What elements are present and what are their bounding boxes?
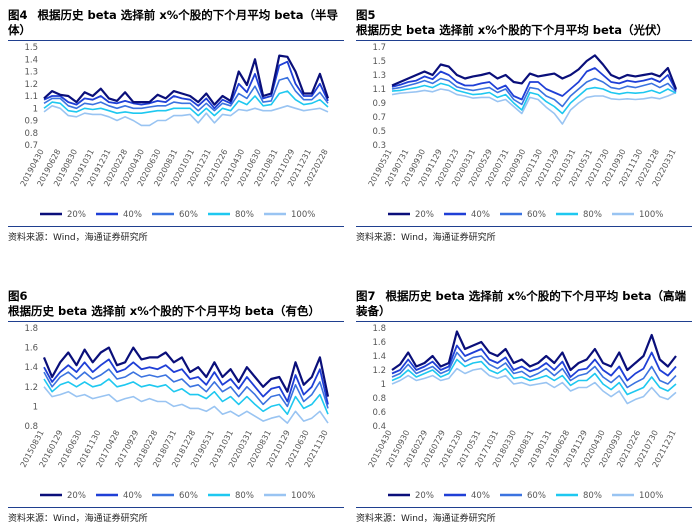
series-line-40pct — [391, 67, 677, 101]
y-tick-label: 1.2 — [24, 383, 38, 393]
y-tick-label: 0.3 — [372, 141, 386, 151]
legend-label: 100% — [639, 210, 663, 220]
y-tick-label: 1.1 — [372, 85, 386, 95]
chart-title: 图4 根据历史 beta 选择前 x%个股的下个月平均 beta（半导体） — [8, 8, 344, 41]
y-tick-label: 1.5 — [24, 43, 38, 53]
line-chart-semiconductor: 0.70.80.911.11.21.31.41.5201904302019062… — [19, 43, 330, 220]
legend-label: 80% — [583, 210, 602, 220]
series-line-100pct — [391, 367, 677, 405]
legend-label: 20% — [67, 491, 86, 501]
legend-label: 20% — [415, 210, 434, 220]
panel-fig6: 图6根据历史 beta 选择前 x%个股的下个月平均 beta（有色） 0.8 1… — [8, 289, 344, 524]
y-tick-label: 0.9 — [24, 117, 38, 127]
legend-label: 40% — [123, 210, 142, 220]
y-tick-label: 1.6 — [372, 338, 386, 348]
source-note: 资料来源：Wind，海通证券研究所 — [8, 226, 344, 243]
y-tick-label: 0.8 — [24, 129, 38, 139]
series-line-20pct — [391, 54, 678, 90]
panel-fig5: 图5根据历史 beta 选择前 x%个股的下个月平均 beta（光伏） 0.3 0… — [356, 8, 692, 243]
figure-label: 图5 — [356, 8, 376, 22]
source-note: 资料来源：Wind，海通证券研究所 — [8, 507, 344, 524]
series-line-40pct — [43, 358, 329, 405]
y-tick-label: 0.8 — [372, 394, 386, 404]
series-line-20pct — [42, 346, 330, 397]
y-tick-label: 1.4 — [24, 363, 38, 373]
y-tick-label: 1 — [33, 104, 38, 114]
figure-title: 根据历史 beta 选择前 x%个股的下个月平均 beta（半导体） — [8, 8, 339, 37]
source-note: 资料来源：Wind，海通证券研究所 — [356, 507, 692, 524]
series-line-100pct — [43, 105, 329, 127]
series-line-80pct — [391, 82, 677, 115]
chart-title: 图6根据历史 beta 选择前 x%个股的下个月平均 beta（有色） — [8, 289, 344, 322]
legend-label: 100% — [639, 491, 663, 501]
y-tick-label: 1.5 — [372, 57, 386, 67]
legend-label: 60% — [527, 210, 546, 220]
y-tick-label: 1 — [381, 380, 386, 390]
legend-label: 80% — [235, 491, 254, 501]
y-tick-label: 1.4 — [372, 352, 386, 362]
y-tick-label: 1.6 — [24, 344, 38, 354]
figure-title: 根据历史 beta 选择前 x%个股的下个月平均 beta（有色） — [8, 304, 321, 318]
chart-title: 图7 根据历史 beta 选择前 x%个股的下个月平均 beta（高端装备） — [356, 289, 692, 322]
series-line-60pct — [391, 351, 677, 389]
y-tick-label: 0.7 — [372, 113, 386, 123]
figure-label: 图4 — [8, 8, 28, 22]
series-line-20pct — [43, 54, 330, 106]
series-line-80pct — [391, 358, 677, 396]
series-line-40pct — [43, 60, 329, 110]
panel-fig4: 图4 根据历史 beta 选择前 x%个股的下个月平均 beta（半导体） 0.7… — [8, 8, 344, 243]
y-tick-label: 1.1 — [24, 92, 38, 102]
y-tick-label: 1.4 — [24, 55, 38, 65]
legend-label: 20% — [67, 210, 86, 220]
y-tick-label: 1.3 — [372, 71, 386, 81]
legend-label: 40% — [471, 210, 490, 220]
figure-label: 图7 — [356, 289, 376, 303]
y-tick-label: 0.7 — [24, 141, 38, 151]
line-chart-nonferrous: 0.811.21.41.61.8201508312016012920160630… — [19, 324, 330, 501]
y-tick-label: 1.3 — [24, 68, 38, 78]
legend-label: 100% — [291, 210, 315, 220]
series-line-80pct — [43, 378, 329, 415]
y-tick-label: 0.4 — [372, 422, 386, 432]
series-line-60pct — [391, 77, 677, 108]
series-line-60pct — [43, 76, 329, 112]
chart-title: 图5根据历史 beta 选择前 x%个股的下个月平均 beta（光伏） — [356, 8, 692, 41]
source-note: 资料来源：Wind，海通证券研究所 — [356, 226, 692, 243]
legend-label: 60% — [527, 491, 546, 501]
y-tick-label: 1.7 — [372, 43, 386, 53]
line-chart-high-end-equipment: 0.40.60.811.21.41.61.8201504302015093020… — [367, 324, 678, 501]
y-tick-label: 0.5 — [372, 127, 386, 137]
legend-label: 60% — [179, 491, 198, 501]
line-chart-photovoltaic: 0.30.50.70.91.11.31.51.72019053120190731… — [367, 43, 678, 220]
y-tick-label: 1.2 — [24, 80, 38, 90]
series-line-80pct — [43, 90, 329, 117]
figure-title: 根据历史 beta 选择前 x%个股的下个月平均 beta（光伏） — [356, 23, 669, 37]
y-tick-label: 0.9 — [372, 99, 386, 109]
series-line-100pct — [43, 386, 329, 424]
panel-fig7: 图7 根据历史 beta 选择前 x%个股的下个月平均 beta（高端装备） 0.… — [356, 289, 692, 524]
series-line-100pct — [391, 88, 677, 125]
legend-label: 80% — [235, 210, 254, 220]
y-tick-label: 1.8 — [372, 324, 386, 334]
legend-label: 80% — [583, 491, 602, 501]
legend-label: 60% — [179, 210, 198, 220]
legend-label: 40% — [123, 491, 142, 501]
figure-label: 图6 — [8, 289, 28, 303]
y-tick-label: 1 — [33, 402, 38, 412]
series-line-20pct — [391, 330, 677, 372]
legend-label: 40% — [471, 491, 490, 501]
y-tick-label: 0.6 — [372, 408, 386, 418]
figure-title: 根据历史 beta 选择前 x%个股的下个月平均 beta（高端装备） — [356, 289, 687, 318]
y-tick-label: 1.2 — [372, 366, 386, 376]
series-line-60pct — [43, 368, 329, 409]
legend-label: 20% — [415, 491, 434, 501]
series-line-40pct — [391, 344, 677, 382]
legend-label: 100% — [291, 491, 315, 501]
y-tick-label: 1.8 — [24, 324, 38, 334]
y-tick-label: 0.8 — [24, 422, 38, 432]
